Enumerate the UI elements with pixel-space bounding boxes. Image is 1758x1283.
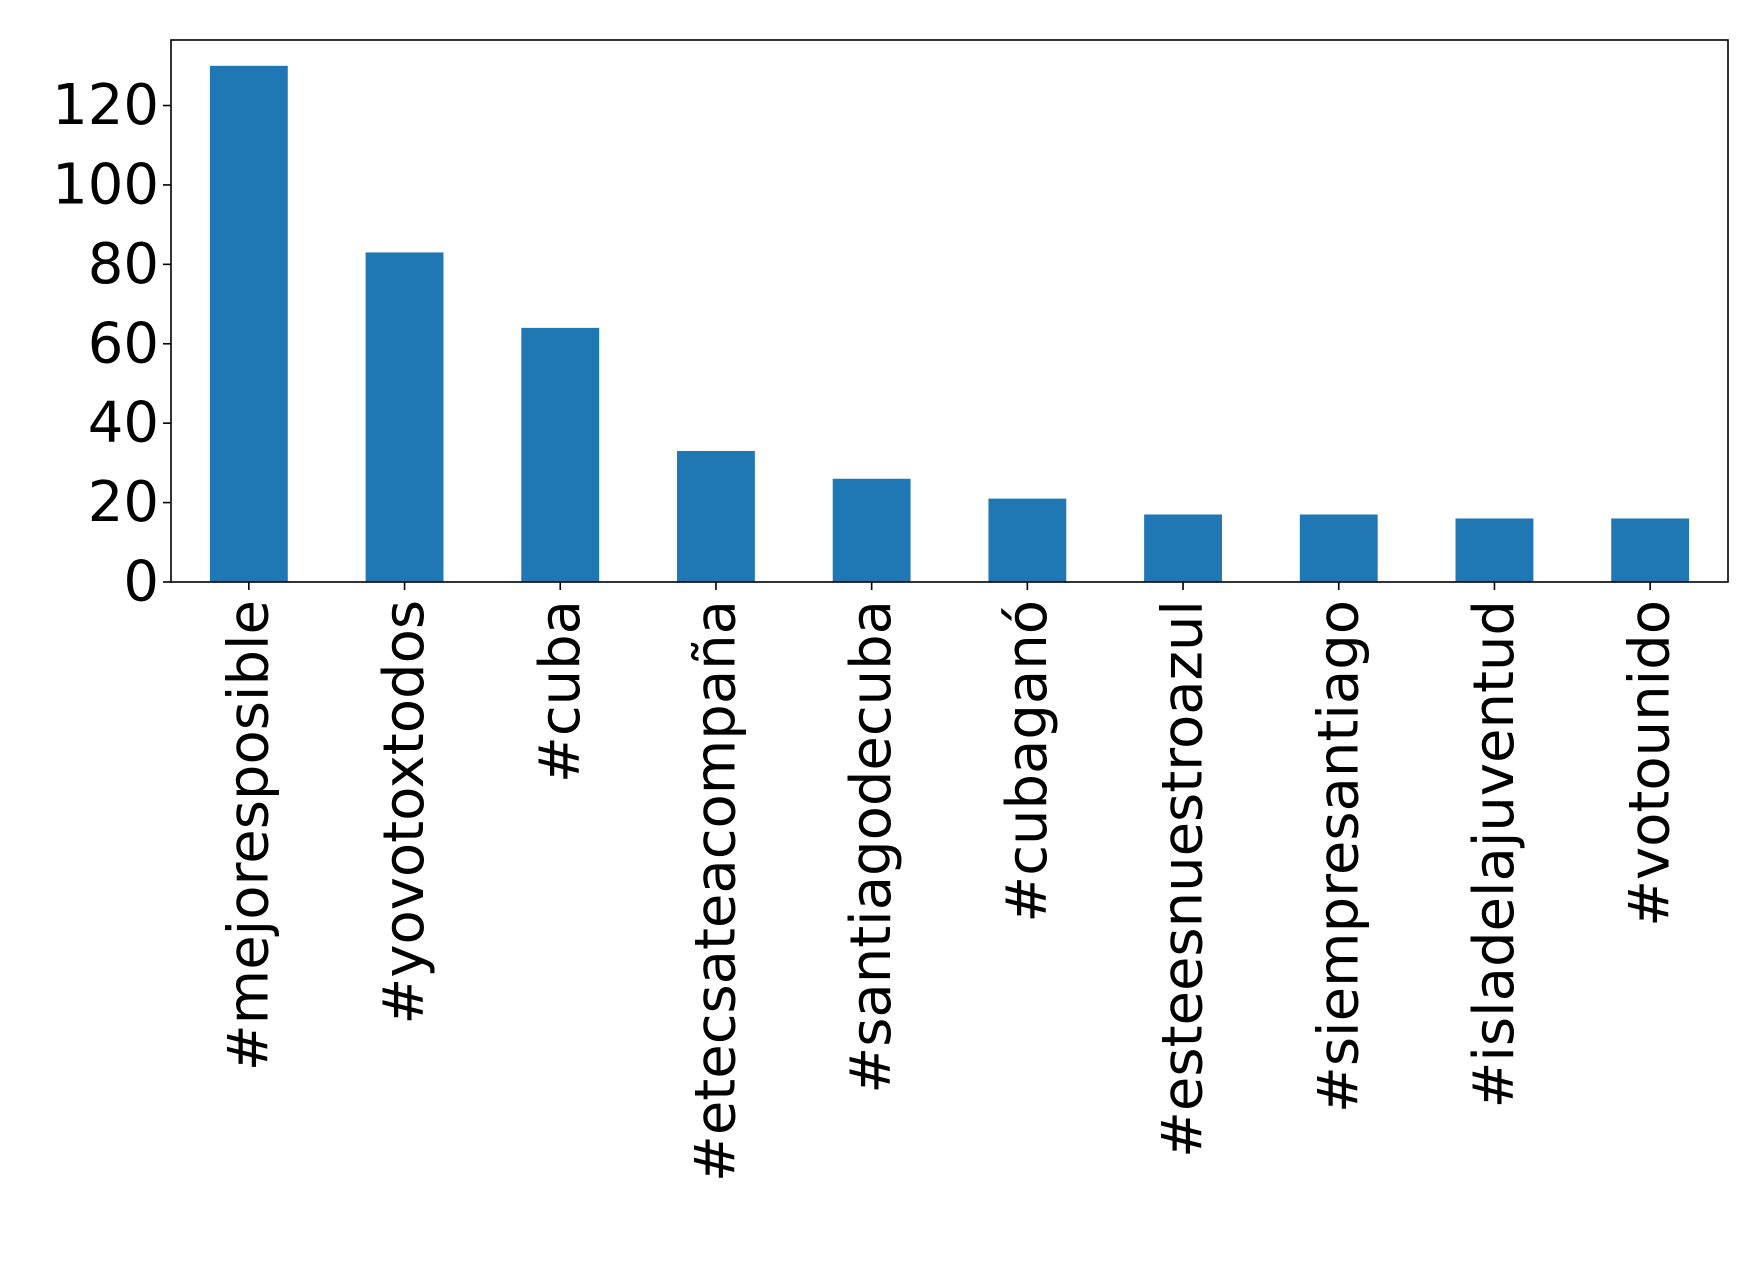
bar-7 [1299, 514, 1378, 582]
x-tick-label: #esteesnuestroazul [1151, 600, 1216, 1158]
x-tick-label: #isladelajuventud [1462, 600, 1527, 1109]
y-tick-label: 0 [123, 550, 159, 615]
bar-1 [365, 252, 444, 582]
x-tick-label: #siempresantiago [1306, 600, 1371, 1113]
bar-6 [1144, 514, 1222, 582]
x-tick-label: #etecsateacompaña [683, 600, 748, 1182]
bar-8 [1455, 518, 1534, 582]
y-tick-label: 80 [88, 232, 159, 297]
bar-2 [521, 327, 600, 582]
x-axis: #mejoresposible #yovotoxtodos #cuba #etecsa… [216, 582, 1683, 1182]
bar-0 [209, 65, 288, 583]
x-tick-label: #cubaganó [995, 600, 1060, 923]
y-tick-label: 60 [88, 311, 159, 376]
bar-5 [988, 498, 1067, 582]
x-tick-label: #santiagodecuba [839, 600, 904, 1094]
x-tick-label: #votounido [1618, 600, 1683, 927]
x-tick-label: #cuba [528, 600, 593, 783]
y-tick-label: 100 [52, 152, 159, 217]
x-tick-label: #yovotoxtodos [372, 600, 437, 1025]
x-tick-label: #mejoresposible [216, 600, 281, 1071]
y-axis: 0 20 40 60 80 100 120 [52, 73, 171, 615]
bar-4 [832, 478, 911, 582]
bars-layer [209, 65, 1690, 583]
bar-9 [1611, 518, 1690, 582]
plot-frame [170, 39, 1729, 583]
y-tick-label: 40 [88, 391, 159, 456]
y-tick-label: 20 [88, 470, 159, 535]
y-tick-label: 120 [52, 73, 159, 138]
bar-3 [677, 450, 755, 582]
